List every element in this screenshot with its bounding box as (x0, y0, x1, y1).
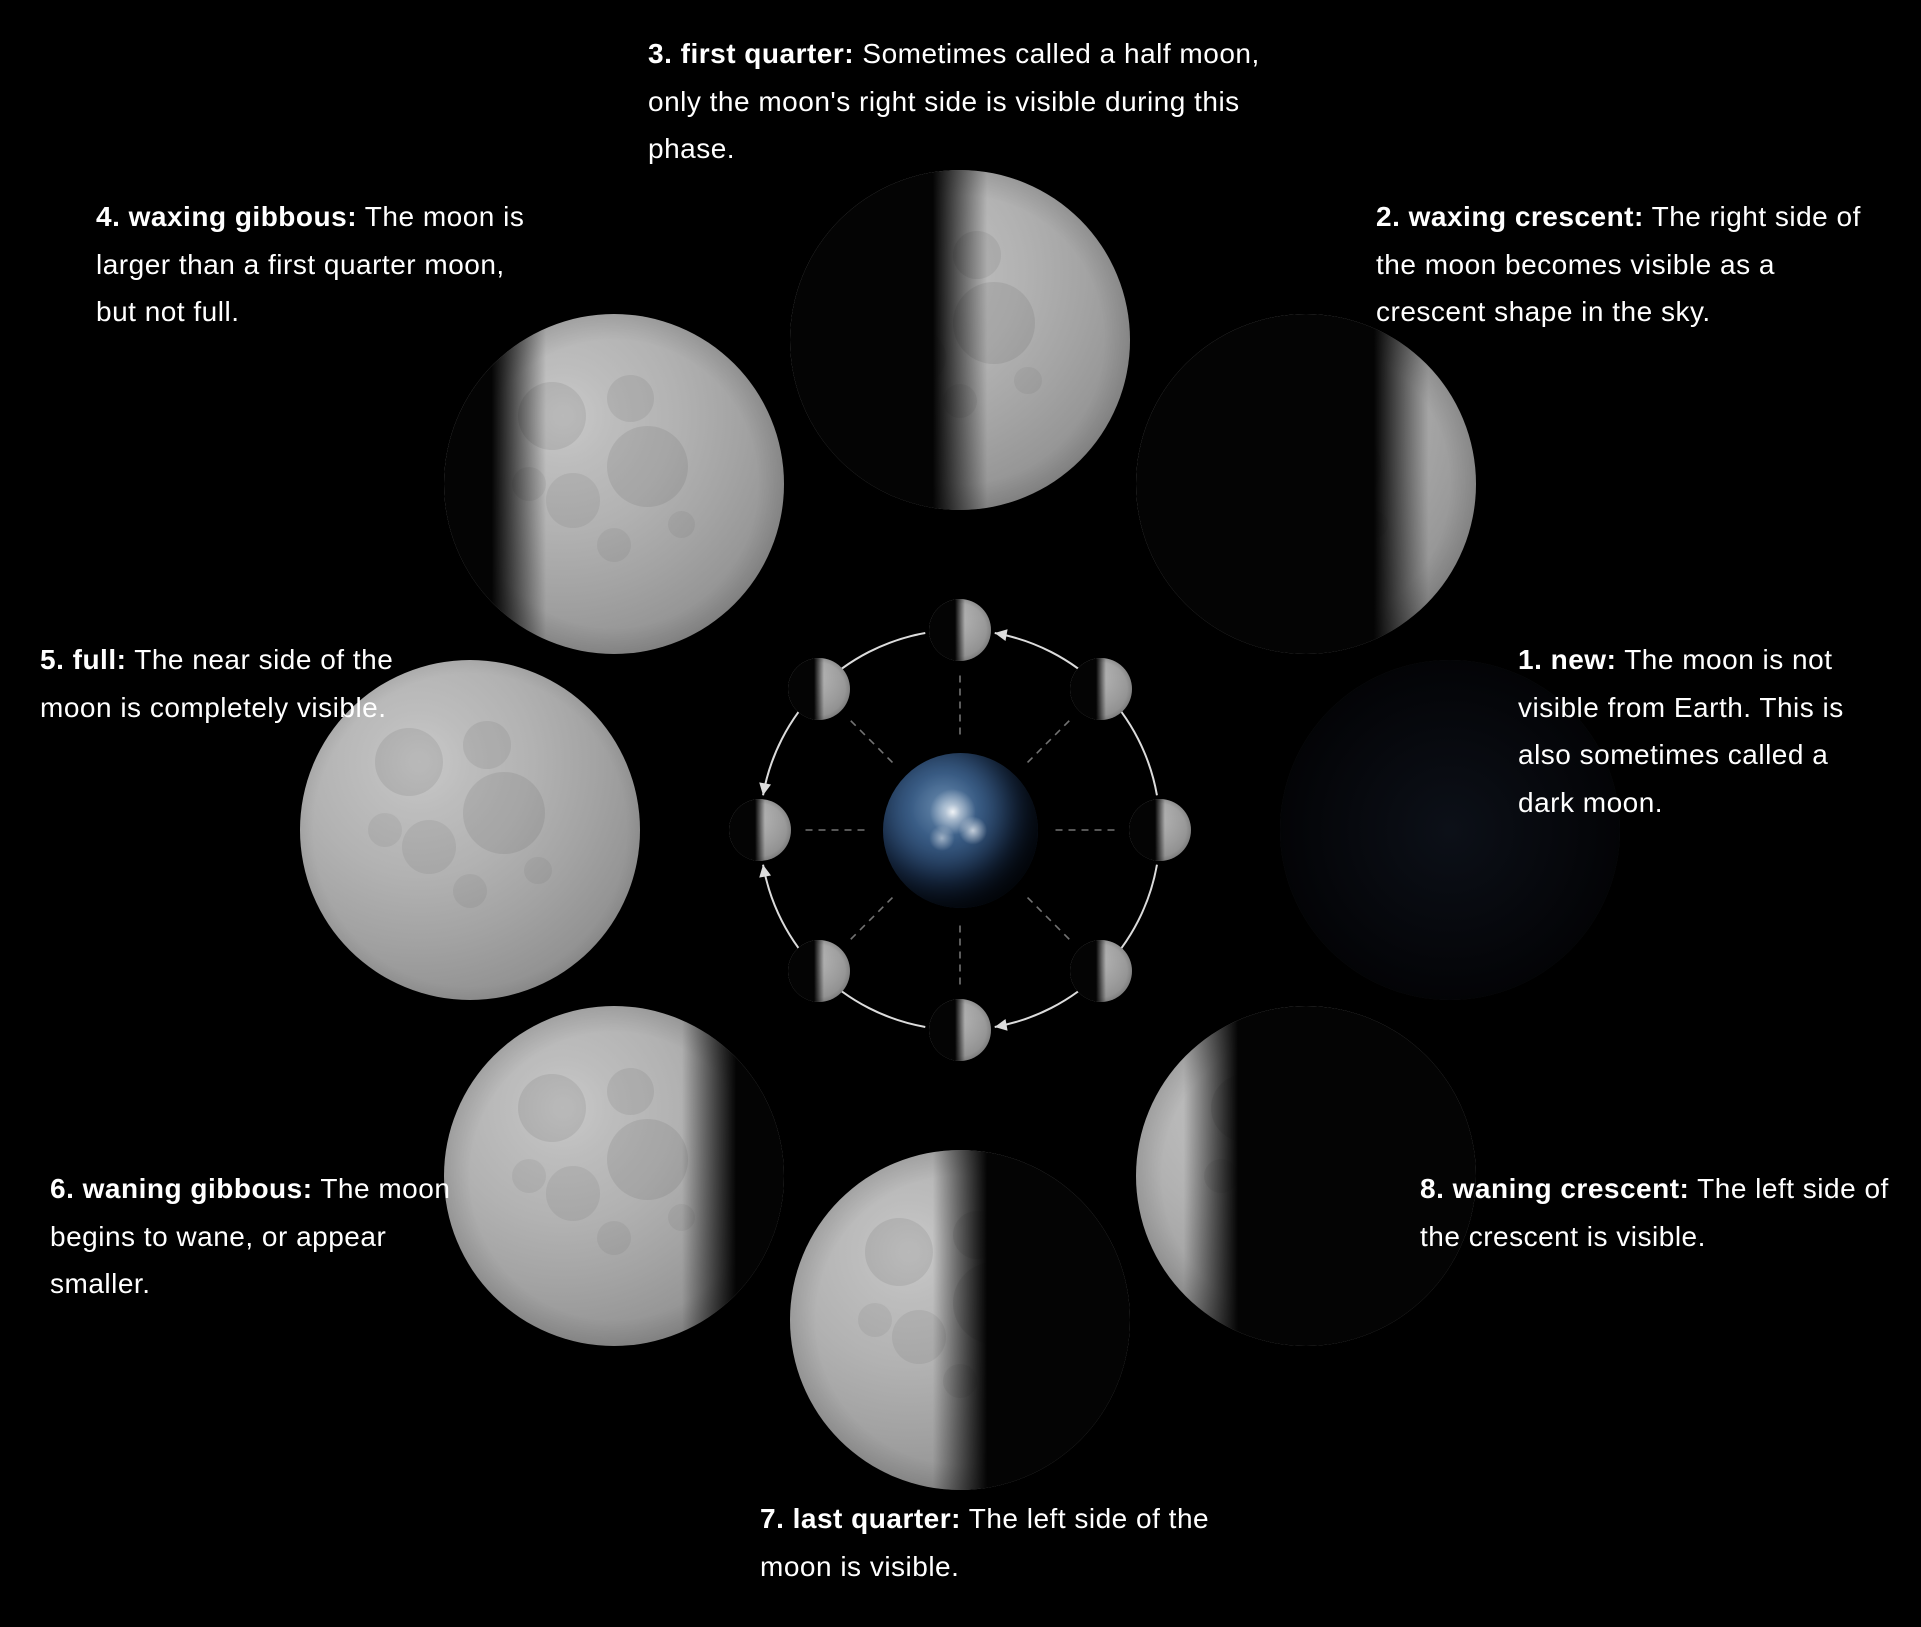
mini-moon-45 (1070, 658, 1132, 720)
moon-first-quarter (790, 170, 1130, 510)
caption-waning-gibbous: 6. waning gibbous: The moon begins to wa… (50, 1165, 470, 1308)
caption-waning-gibbous-title: 6. waning gibbous: (50, 1173, 313, 1204)
caption-waning-crescent-title: 8. waning crescent: (1420, 1173, 1689, 1204)
mini-moon-135 (788, 658, 850, 720)
caption-last-quarter: 7. last quarter: The left side of the mo… (760, 1495, 1240, 1590)
mini-moon-270 (929, 999, 991, 1061)
caption-waxing-gibbous: 4. waxing gibbous: The moon is larger th… (96, 193, 536, 336)
mini-moon-225 (788, 940, 850, 1002)
moon-phases-diagram: 1. new: The moon is not visible from Ear… (0, 0, 1921, 1627)
moon-waxing-gibbous (444, 314, 784, 654)
caption-full: 5. full: The near side of the moon is co… (40, 636, 410, 731)
mini-moon-180 (729, 799, 791, 861)
moon-waxing-crescent (1136, 314, 1476, 654)
caption-last-quarter-title: 7. last quarter: (760, 1503, 961, 1534)
moon-waning-gibbous (444, 1006, 784, 1346)
caption-new-title: 1. new: (1518, 644, 1616, 675)
caption-waxing-crescent-title: 2. waxing crescent: (1376, 201, 1644, 232)
moon-last-quarter (790, 1150, 1130, 1490)
mini-moon-90 (929, 599, 991, 661)
caption-full-title: 5. full: (40, 644, 126, 675)
caption-first-quarter-title: 3. first quarter: (648, 38, 854, 69)
caption-waning-crescent: 8. waning crescent: The left side of the… (1420, 1165, 1890, 1260)
caption-first-quarter: 3. first quarter: Sometimes called a hal… (648, 30, 1288, 173)
caption-new: 1. new: The moon is not visible from Ear… (1518, 636, 1888, 826)
caption-waxing-gibbous-title: 4. waxing gibbous: (96, 201, 357, 232)
mini-moon-0 (1129, 799, 1191, 861)
caption-waxing-crescent: 2. waxing crescent: The right side of th… (1376, 193, 1881, 336)
